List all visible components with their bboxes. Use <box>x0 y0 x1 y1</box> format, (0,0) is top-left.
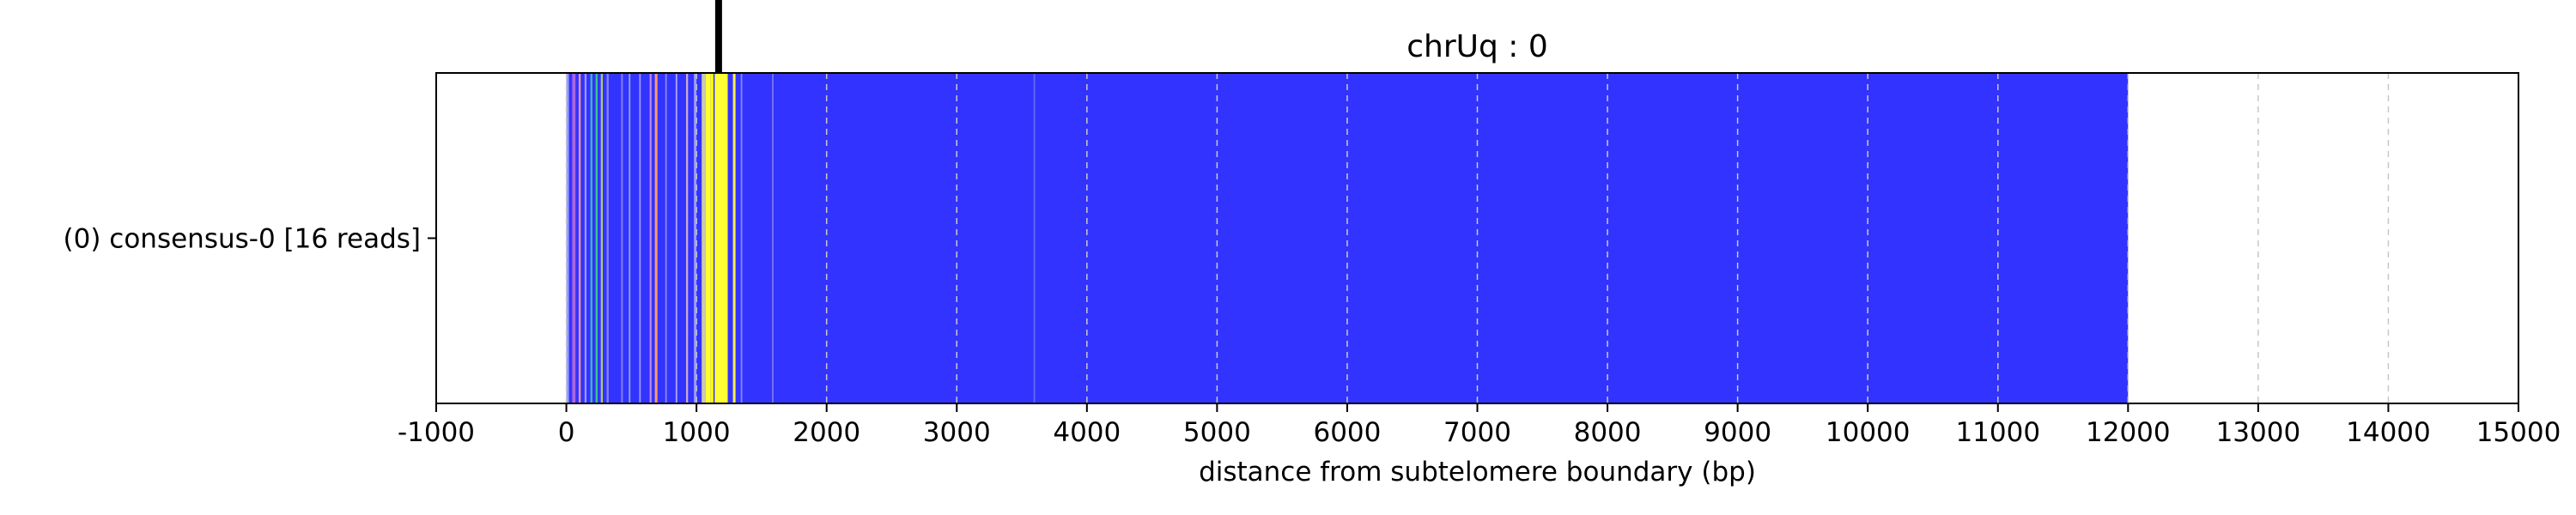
repeat-segment <box>566 73 569 403</box>
repeat-segment <box>590 73 592 403</box>
x-tick-label: 4000 <box>1053 417 1121 448</box>
repeat-segment <box>600 73 603 403</box>
repeat-segment <box>629 73 631 403</box>
repeat-segment <box>578 73 581 403</box>
repeat-segment <box>702 73 706 403</box>
repeat-segment <box>705 73 711 403</box>
x-tick-label: 11000 <box>1955 417 2040 448</box>
x-tick-label: 14000 <box>2346 417 2431 448</box>
x-tick-label: 1000 <box>663 417 731 448</box>
category-label: (0) consensus-0 [16 reads] <box>64 224 421 255</box>
repeat-segment <box>772 73 774 403</box>
repeat-segment <box>694 73 697 403</box>
repeat-segment <box>665 73 667 403</box>
x-tick-label: 6000 <box>1313 417 1381 448</box>
x-axis-ticks: -1000 0 1000 2000 3000 4000 5000 6000 7000 8000 90… <box>398 403 2561 448</box>
x-tick-label: -1000 <box>398 417 475 448</box>
x-tick-label: 5000 <box>1183 417 1251 448</box>
repeat-segment <box>710 73 714 403</box>
repeat-segment <box>621 73 623 403</box>
x-tick-label: 3000 <box>923 417 991 448</box>
y-axis-ticks: (0) consensus-0 [16 reads] <box>64 224 436 255</box>
bar-layer <box>566 73 2129 403</box>
x-tick-label: 13000 <box>2216 417 2301 448</box>
x-tick-label: 0 <box>558 417 575 448</box>
repeat-segment <box>572 73 576 403</box>
x-tick-label: 10000 <box>1826 417 1911 448</box>
x-tick-label: 9000 <box>1704 417 1771 448</box>
x-tick-label: 2000 <box>793 417 860 448</box>
repeat-segment <box>686 73 689 403</box>
x-axis-label: distance from subtelomere boundary (bp) <box>1199 457 1756 488</box>
x-tick-label: 15000 <box>2476 417 2561 448</box>
repeat-segment <box>740 73 743 403</box>
read-bar <box>566 73 2129 403</box>
x-tick-label: 7000 <box>1443 417 1511 448</box>
chart-title: chrUq : 0 <box>1406 29 1548 64</box>
x-tick-label: 12000 <box>2086 417 2171 448</box>
repeat-segment <box>649 73 652 403</box>
x-tick-label: 8000 <box>1574 417 1642 448</box>
repeat-segment <box>584 73 587 403</box>
repeat-segment <box>732 73 736 403</box>
repeat-segment <box>654 73 658 403</box>
repeat-segment <box>1033 73 1036 403</box>
repeat-segment <box>714 73 728 403</box>
repeat-segment <box>606 73 609 403</box>
repeat-segment <box>675 73 677 403</box>
repeat-segment <box>639 73 641 403</box>
repeat-segment <box>595 73 598 403</box>
